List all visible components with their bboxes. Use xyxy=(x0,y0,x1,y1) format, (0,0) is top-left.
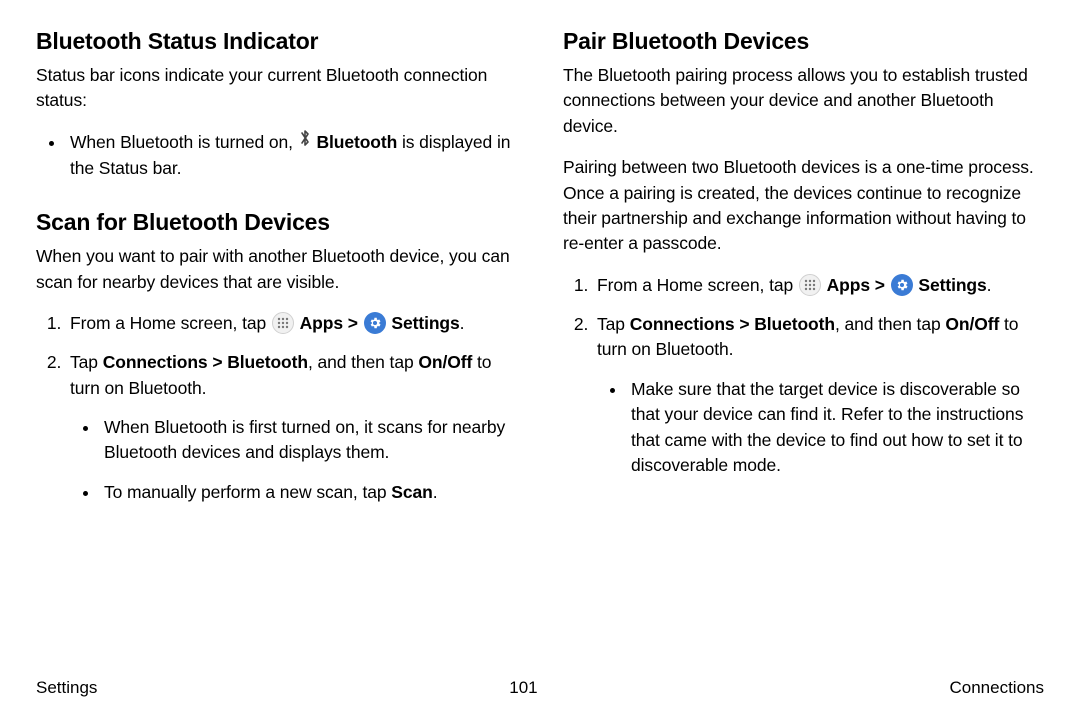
heading-bt-status: Bluetooth Status Indicator xyxy=(36,28,517,55)
settings-icon xyxy=(891,274,913,296)
scan-step-1: From a Home screen, tap Apps > Settings. xyxy=(66,311,517,336)
footer-left: Settings xyxy=(36,678,97,698)
heading-scan: Scan for Bluetooth Devices xyxy=(36,209,517,236)
right-column: Pair Bluetooth Devices The Bluetooth pai… xyxy=(563,28,1044,523)
left-column: Bluetooth Status Indicator Status bar ic… xyxy=(36,28,517,523)
scan-sub-2: To manually perform a new scan, tap Scan… xyxy=(100,480,517,505)
heading-pair: Pair Bluetooth Devices xyxy=(563,28,1044,55)
pair-sub-1: Make sure that the target device is disc… xyxy=(627,377,1044,479)
bt-status-intro: Status bar icons indicate your current B… xyxy=(36,63,517,114)
pair-step-2: Tap Connections > Bluetooth, and then ta… xyxy=(593,312,1044,478)
bluetooth-icon xyxy=(298,129,312,154)
apps-icon xyxy=(799,274,821,296)
scan-step-2: Tap Connections > Bluetooth, and then ta… xyxy=(66,350,517,505)
bt-status-bullet: When Bluetooth is turned on, Bluetooth i… xyxy=(66,130,517,181)
page-footer: Settings 101 Connections xyxy=(36,678,1044,698)
scan-sub-1: When Bluetooth is first turned on, it sc… xyxy=(100,415,517,466)
footer-right: Connections xyxy=(949,678,1044,698)
apps-icon xyxy=(272,312,294,334)
scan-intro: When you want to pair with another Bluet… xyxy=(36,244,517,295)
pair-p2: Pairing between two Bluetooth devices is… xyxy=(563,155,1044,257)
footer-page-number: 101 xyxy=(509,678,537,698)
pair-step-1: From a Home screen, tap Apps > Settings. xyxy=(593,273,1044,298)
pair-p1: The Bluetooth pairing process allows you… xyxy=(563,63,1044,139)
settings-icon xyxy=(364,312,386,334)
